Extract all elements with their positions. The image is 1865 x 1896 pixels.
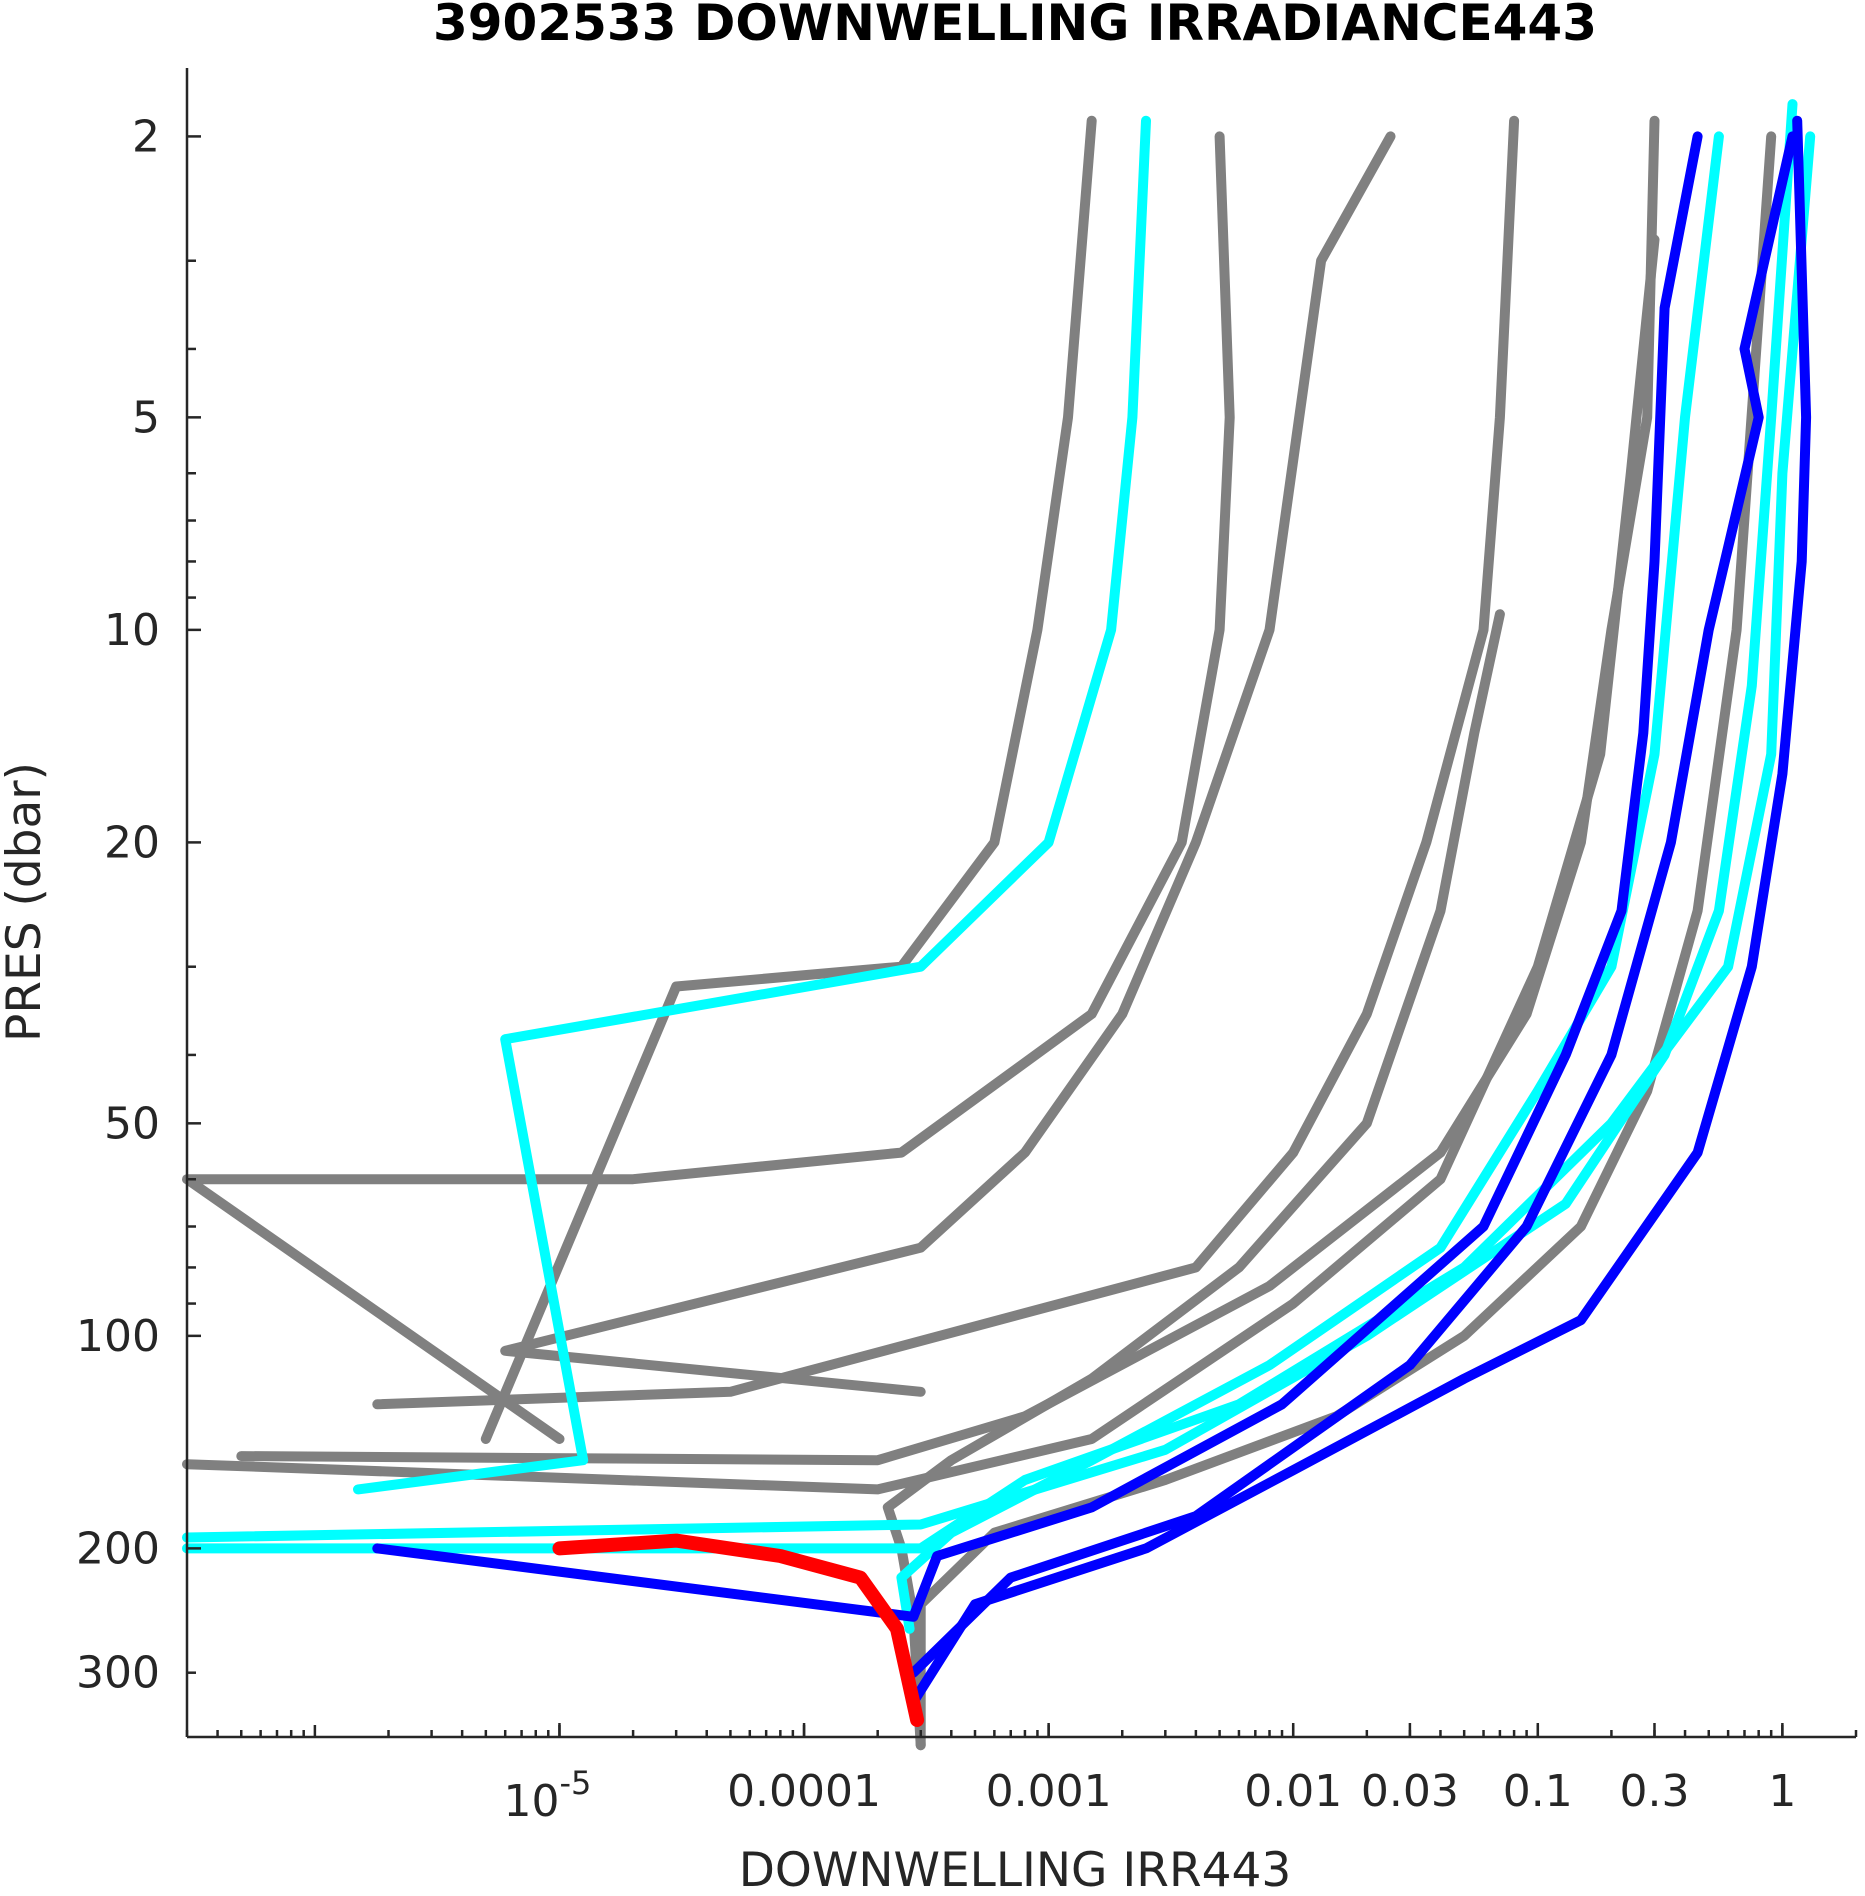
y-tick-label: 10	[104, 605, 160, 656]
y-axis-label: PRES (dbar)	[0, 762, 52, 1042]
y-ticks: 2 5 10 20 50 100 200 300	[76, 111, 201, 1699]
profile-line-current	[552, 1533, 925, 1727]
profile-line-latest	[908, 131, 1798, 1678]
y-tick-label: 300	[76, 1648, 160, 1699]
y-tick-label: 20	[104, 817, 160, 868]
x-axis-label: DOWNWELLING IRR443	[739, 1843, 1292, 1896]
profile-line-recent	[353, 115, 1151, 1495]
y-tick-label: 50	[104, 1098, 160, 1149]
y-tick-label: 2	[132, 111, 160, 162]
y-tick-label: 5	[132, 392, 160, 443]
profile-line-older	[480, 115, 1097, 1444]
profile-line-older	[500, 131, 1396, 1397]
x-tick-label: 10-5	[504, 1764, 592, 1827]
x-tick-exponent: -5	[560, 1764, 592, 1802]
profile-line-latest	[908, 115, 1812, 1707]
x-tick-label: 1	[1768, 1766, 1796, 1817]
x-tick-label: 0.03	[1361, 1766, 1459, 1817]
chart-title: 3902533 DOWNWELLING IRRADIANCE443	[433, 0, 1597, 52]
x-tick-label: 0.1	[1503, 1766, 1573, 1817]
y-tick-label: 200	[76, 1523, 160, 1574]
x-tick-label: 0.01	[1244, 1766, 1342, 1817]
profile-line-latest	[372, 131, 1703, 1622]
profile-line-older	[372, 115, 1520, 1410]
x-ticks: 10-5 0.0001 0.001 0.01 0.03 0.1 0.3 1	[185, 1723, 1858, 1827]
x-tick-label: 0.001	[986, 1766, 1112, 1817]
profile-line-older	[182, 131, 1235, 1444]
x-tick-label: 0.3	[1619, 1766, 1689, 1817]
profile-line-older	[915, 131, 1777, 1751]
axes	[185, 68, 1856, 1739]
series-layer	[182, 99, 1816, 1751]
y-tick-label: 100	[76, 1311, 160, 1362]
x-tick-label: 0.0001	[727, 1766, 881, 1817]
profile-line-older	[182, 234, 1660, 1495]
profile-line-recent	[896, 131, 1724, 1634]
profile-line-recent	[182, 99, 1798, 1543]
